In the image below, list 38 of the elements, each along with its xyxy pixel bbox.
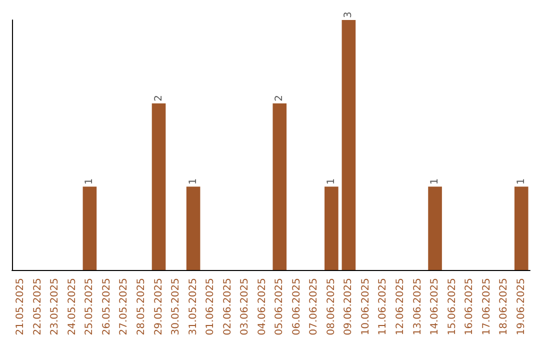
- x-tick-label: 25.05.2025: [84, 278, 96, 336]
- x-tick-label: 10.06.2025: [360, 278, 372, 336]
- x-tick-label: 18.06.2025: [498, 278, 510, 336]
- x-tick-label: 13.06.2025: [412, 278, 424, 336]
- data-label: 1: [516, 178, 527, 185]
- x-tick-label: 24.05.2025: [66, 278, 78, 336]
- x-tick-label: 09.06.2025: [343, 278, 354, 336]
- x-tick-label: 07.06.2025: [308, 278, 320, 336]
- x-tick-label: 12.06.2025: [395, 278, 406, 336]
- x-tick-label: 04.06.2025: [256, 278, 268, 336]
- x-tick-label: 17.06.2025: [481, 278, 492, 336]
- x-tick-label: 06.06.2025: [291, 278, 302, 336]
- x-tick-label: 03.06.2025: [240, 278, 251, 336]
- x-tick-label: 11.06.2025: [378, 278, 389, 336]
- x-tick-label: 31.05.2025: [188, 278, 199, 336]
- x-tick-label: 15.06.2025: [446, 278, 458, 336]
- data-label: 2: [153, 94, 164, 102]
- x-tick-label: 22.05.2025: [32, 278, 44, 336]
- x-tick-label: 28.05.2025: [136, 278, 147, 336]
- x-tick-label: 02.06.2025: [222, 278, 234, 336]
- x-tick-label: 26.05.2025: [101, 278, 112, 336]
- x-tick-label: 23.05.2025: [50, 278, 61, 336]
- data-label: 1: [430, 178, 441, 185]
- x-tick-label: 16.06.2025: [464, 278, 476, 336]
- x-tick-label: 29.05.2025: [153, 278, 164, 336]
- x-tick-label: 01.06.2025: [205, 278, 216, 336]
- x-tick-label: 30.05.2025: [170, 278, 182, 336]
- x-tick-label: 27.05.2025: [118, 278, 130, 336]
- data-label: 3: [343, 12, 354, 18]
- x-tick-label: 21.05.2025: [15, 278, 26, 336]
- x-tick-label: 05.06.2025: [274, 278, 286, 336]
- x-tick-label: 14.06.2025: [430, 278, 441, 336]
- data-label: 1: [188, 178, 199, 185]
- data-label: 2: [274, 94, 286, 102]
- data-label: 1: [326, 178, 337, 185]
- data-label: 1: [84, 178, 96, 185]
- x-tick-label: 19.06.2025: [516, 278, 527, 336]
- x-tick-label: 08.06.2025: [326, 278, 337, 336]
